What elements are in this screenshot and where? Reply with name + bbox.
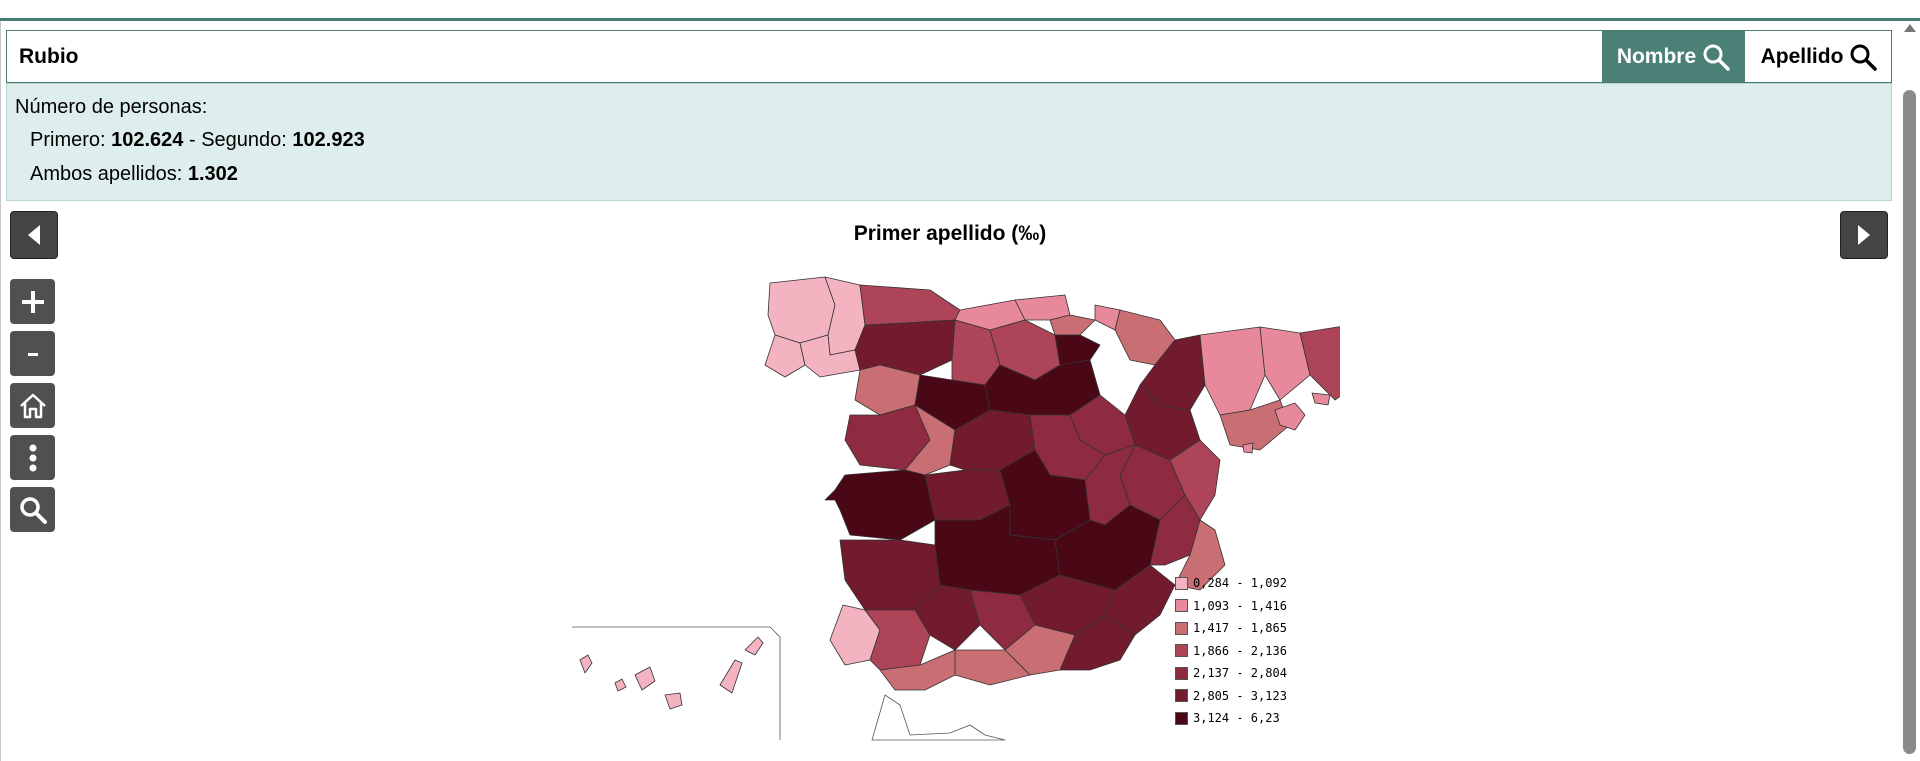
province-region <box>1004 624 1076 676</box>
legend-swatch <box>1175 599 1188 613</box>
legend-swatch <box>1175 689 1188 703</box>
triangle-left-icon <box>28 225 40 245</box>
province-region <box>764 334 806 378</box>
legend-label: 1,093 - 1,416 <box>1193 598 1287 613</box>
legend-label: 3,124 - 6,23 <box>1193 711 1280 726</box>
legend-item: 2,137 - 2,804 <box>1175 662 1287 685</box>
province-region <box>579 654 593 674</box>
apellido-button-label: Apellido <box>1760 44 1844 68</box>
ambos-label: Ambos apellidos: <box>30 163 188 185</box>
province-region <box>634 666 656 691</box>
scrollbar-thumb[interactable] <box>1903 90 1916 754</box>
province-region <box>854 319 956 376</box>
scroll-up-arrow[interactable] <box>1904 24 1916 32</box>
persons-heading: Número de personas: <box>15 96 208 118</box>
zoom-in-button[interactable] <box>10 279 55 324</box>
segundo-label: - Segundo: <box>183 129 293 151</box>
ceuta-melilla-inset <box>871 694 1006 741</box>
segundo-value: 102.923 <box>292 129 365 151</box>
zoom-out-button[interactable] <box>10 331 55 376</box>
legend-item: 3,124 - 6,23 <box>1175 707 1287 730</box>
legend-swatch <box>1175 644 1188 658</box>
province-region <box>824 469 936 541</box>
province-region <box>1259 326 1311 401</box>
search-bar: Nombre Apellido <box>6 30 1892 83</box>
province-region <box>859 284 961 326</box>
legend-label: 1,866 - 2,136 <box>1193 643 1287 658</box>
minus-icon <box>27 352 38 356</box>
nombre-search-button[interactable]: Nombre <box>1602 31 1745 82</box>
legend-label: 2,805 - 3,123 <box>1193 688 1287 703</box>
search-icon <box>1703 44 1730 71</box>
province-region <box>1049 314 1096 336</box>
spain-province-map[interactable] <box>560 265 1340 745</box>
search-icon <box>1850 44 1878 71</box>
surname-search-input[interactable] <box>7 31 1601 82</box>
province-region <box>1014 294 1071 321</box>
legend-item: 1,417 - 1,865 <box>1175 617 1287 640</box>
province-region <box>1311 392 1331 406</box>
legend-item: 1,093 - 1,416 <box>1175 595 1287 618</box>
both-surnames-count: Ambos apellidos: 1.302 <box>30 157 238 191</box>
province-region <box>1104 564 1176 636</box>
legend-label: 2,137 - 2,804 <box>1193 666 1287 681</box>
province-region <box>879 649 956 691</box>
province-region <box>767 276 836 344</box>
results-info-panel: Número de personas: Primero: 102.624 - S… <box>6 83 1892 201</box>
plus-icon <box>21 290 44 313</box>
province-region <box>664 692 683 710</box>
legend-swatch <box>1175 666 1188 680</box>
province-region <box>719 659 743 694</box>
province-region <box>1199 326 1266 416</box>
home-icon <box>19 393 46 418</box>
more-options-button[interactable] <box>10 435 55 480</box>
top-accent-bar <box>0 18 1920 21</box>
ambos-value: 1.302 <box>187 163 238 185</box>
legend-swatch <box>1175 711 1188 725</box>
previous-map-button[interactable] <box>10 211 58 259</box>
map-legend: 0,284 - 1,092 1,093 - 1,416 1,417 - 1,865 1… <box>1175 572 1287 730</box>
first-second-counts: Primero: 102.624 - Segundo: 102.923 <box>30 123 365 157</box>
canary-islands-inset-frame <box>572 626 781 740</box>
province-region <box>1274 402 1306 431</box>
app-frame <box>0 21 1919 761</box>
magnifier-icon <box>19 496 47 524</box>
map-search-button[interactable] <box>10 487 55 532</box>
legend-label: 1,417 - 1,865 <box>1193 621 1287 636</box>
triangle-right-icon <box>1858 225 1870 245</box>
nombre-button-label: Nombre <box>1616 44 1697 68</box>
legend-swatch <box>1175 576 1188 590</box>
home-view-button[interactable] <box>10 383 55 428</box>
province-region <box>614 678 627 692</box>
legend-swatch <box>1175 621 1188 635</box>
map-title: Primer apellido (‰) <box>853 222 1047 245</box>
legend-label: 0,284 - 1,092 <box>1193 576 1287 591</box>
next-map-button[interactable] <box>1840 211 1888 259</box>
province-region <box>1054 334 1101 366</box>
province-region <box>1299 326 1340 401</box>
dots-vertical-icon <box>29 444 36 471</box>
legend-item: 2,805 - 3,123 <box>1175 685 1287 708</box>
province-region <box>744 636 764 656</box>
legend-item: 0,284 - 1,092 <box>1175 572 1287 595</box>
primero-value: 102.624 <box>111 129 184 151</box>
province-region <box>1242 442 1254 454</box>
primero-label: Primero: <box>30 129 112 151</box>
legend-item: 1,866 - 2,136 <box>1175 640 1287 663</box>
apellido-search-button[interactable]: Apellido <box>1747 31 1891 82</box>
